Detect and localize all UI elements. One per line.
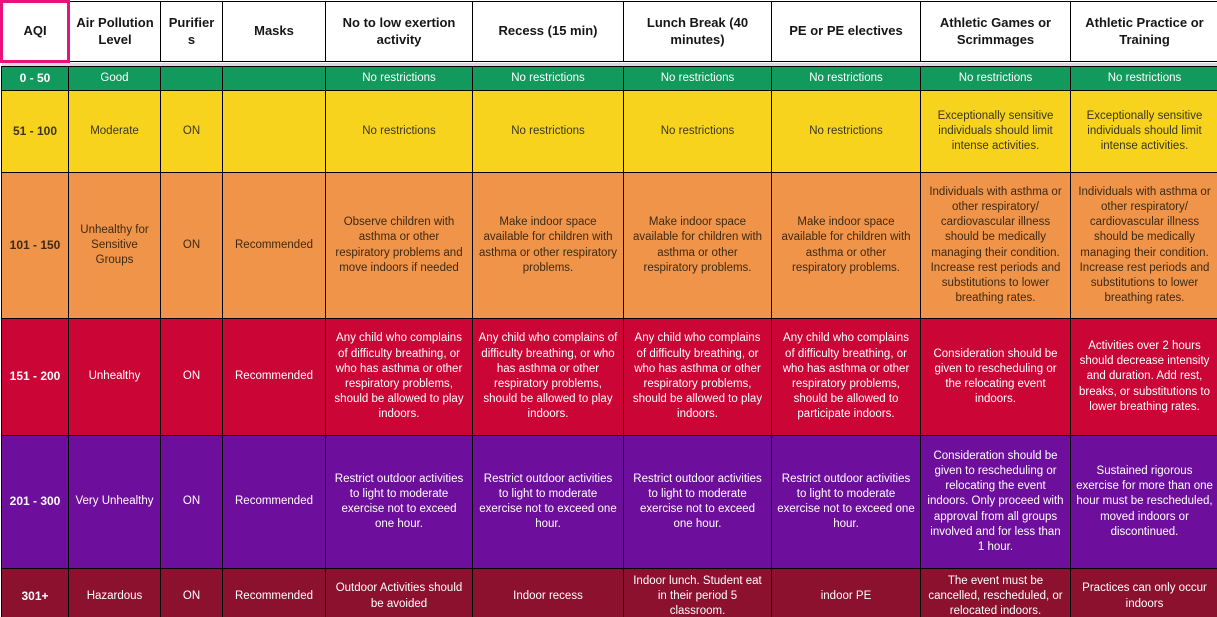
cell-unhealthy-air-pollution-level[interactable]: Unhealthy xyxy=(68,318,161,436)
column-header-athletic-games[interactable]: Athletic Games or Scrimmages xyxy=(920,1,1071,62)
cell-very-unhealthy-recess[interactable]: Restrict outdoor activities to light to … xyxy=(472,435,624,569)
cell-good-athletic-practice[interactable]: No restrictions xyxy=(1070,66,1217,91)
cell-moderate-pe[interactable]: No restrictions xyxy=(771,90,921,173)
column-header-athletic-practice[interactable]: Athletic Practice or Training xyxy=(1070,1,1217,62)
cell-moderate-masks[interactable] xyxy=(222,90,326,173)
cell-unhealthy-sensitive-groups-masks[interactable]: Recommended xyxy=(222,172,326,319)
cell-unhealthy-aqi[interactable]: 151 - 200 xyxy=(1,318,69,436)
cell-moderate-lunch-break[interactable]: No restrictions xyxy=(623,90,772,173)
column-header-pe[interactable]: PE or PE electives xyxy=(771,1,921,62)
cell-hazardous-recess[interactable]: Indoor recess xyxy=(472,568,624,617)
cell-moderate-athletic-practice[interactable]: Exceptionally sensitive individuals shou… xyxy=(1070,90,1217,173)
cell-good-purifiers[interactable] xyxy=(160,66,223,91)
aqi-row-unhealthy: 151 - 200 Unhealthy ON Recommended Any child… xyxy=(1,318,1217,436)
cell-moderate-air-pollution-level[interactable]: Moderate xyxy=(68,90,161,173)
cell-very-unhealthy-athletic-games[interactable]: Consideration should be given to resched… xyxy=(920,435,1071,569)
cell-hazardous-athletic-games[interactable]: The event must be cancelled, rescheduled… xyxy=(920,568,1071,617)
cell-unhealthy-sensitive-groups-athletic-practice[interactable]: Individuals with asthma or other respira… xyxy=(1070,172,1217,319)
cell-moderate-no-low-exertion[interactable]: No restrictions xyxy=(325,90,473,173)
cell-unhealthy-athletic-games[interactable]: Consideration should be given to resched… xyxy=(920,318,1071,436)
aqi-row-good: 0 - 50 Good No restrictions No restrictions… xyxy=(1,66,1217,91)
cell-unhealthy-lunch-break[interactable]: Any child who complains of difficulty br… xyxy=(623,318,772,436)
cell-good-air-pollution-level[interactable]: Good xyxy=(68,66,161,91)
header-gap-cell xyxy=(1,61,1217,67)
cell-good-lunch-break[interactable]: No restrictions xyxy=(623,66,772,91)
cell-unhealthy-sensitive-groups-aqi[interactable]: 101 - 150 xyxy=(1,172,69,319)
column-header-air-pollution-level[interactable]: Air Pollution Level xyxy=(68,1,161,62)
cell-unhealthy-sensitive-groups-air-pollution-level[interactable]: Unhealthy for Sensitive Groups xyxy=(68,172,161,319)
cell-very-unhealthy-athletic-practice[interactable]: Sustained rigorous exercise for more tha… xyxy=(1070,435,1217,569)
cell-hazardous-aqi[interactable]: 301+ xyxy=(1,568,69,617)
cell-unhealthy-sensitive-groups-purifiers[interactable]: ON xyxy=(160,172,223,319)
column-header-masks[interactable]: Masks xyxy=(222,1,326,62)
cell-hazardous-pe[interactable]: indoor PE xyxy=(771,568,921,617)
header-row: AQI Air Pollution Level Purifiers Masks No t… xyxy=(0,0,1217,63)
cell-very-unhealthy-no-low-exertion[interactable]: Restrict outdoor activities to light to … xyxy=(325,435,473,569)
cell-very-unhealthy-lunch-break[interactable]: Restrict outdoor activities to light to … xyxy=(623,435,772,569)
cell-hazardous-purifiers[interactable]: ON xyxy=(160,568,223,617)
header-gap-strip xyxy=(1,61,1217,67)
cell-moderate-aqi[interactable]: 51 - 100 xyxy=(1,90,69,173)
cell-good-recess[interactable]: No restrictions xyxy=(472,66,624,91)
cell-unhealthy-purifiers[interactable]: ON xyxy=(160,318,223,436)
column-header-recess[interactable]: Recess (15 min) xyxy=(472,1,624,62)
cell-good-masks[interactable] xyxy=(222,66,326,91)
cell-moderate-purifiers[interactable]: ON xyxy=(160,90,223,173)
cell-unhealthy-masks[interactable]: Recommended xyxy=(222,318,326,436)
cell-very-unhealthy-masks[interactable]: Recommended xyxy=(222,435,326,569)
cell-hazardous-athletic-practice[interactable]: Practices can only occur indoors xyxy=(1070,568,1217,617)
cell-unhealthy-sensitive-groups-pe[interactable]: Make indoor space available for children… xyxy=(771,172,921,319)
cell-unhealthy-recess[interactable]: Any child who complains of difficulty br… xyxy=(472,318,624,436)
column-header-purifiers[interactable]: Purifiers xyxy=(160,1,223,62)
cell-unhealthy-pe[interactable]: Any child who complains of difficulty br… xyxy=(771,318,921,436)
cell-unhealthy-sensitive-groups-no-low-exertion[interactable]: Observe children with asthma or other re… xyxy=(325,172,473,319)
aqi-row-very-unhealthy: 201 - 300 Very Unhealthy ON Recommended Rest… xyxy=(1,435,1217,569)
cell-hazardous-masks[interactable]: Recommended xyxy=(222,568,326,617)
cell-moderate-recess[interactable]: No restrictions xyxy=(472,90,624,173)
cell-good-athletic-games[interactable]: No restrictions xyxy=(920,66,1071,91)
column-header-no-low-exertion[interactable]: No to low exertion activity xyxy=(325,1,473,62)
aqi-row-moderate: 51 - 100 Moderate ON No restrictions No rest… xyxy=(1,90,1217,173)
cell-hazardous-lunch-break[interactable]: Indoor lunch. Student eat in their perio… xyxy=(623,568,772,617)
cell-unhealthy-sensitive-groups-athletic-games[interactable]: Individuals with asthma or other respira… xyxy=(920,172,1071,319)
cell-good-no-low-exertion[interactable]: No restrictions xyxy=(325,66,473,91)
cell-unhealthy-sensitive-groups-lunch-break[interactable]: Make indoor space available for children… xyxy=(623,172,772,319)
cell-very-unhealthy-aqi[interactable]: 201 - 300 xyxy=(1,435,69,569)
aqi-row-hazardous: 301+ Hazardous ON Recommended Outdoor Activi… xyxy=(1,568,1217,617)
cell-good-aqi[interactable]: 0 - 50 xyxy=(1,66,69,91)
aqi-row-unhealthy-sensitive-groups: 101 - 150 Unhealthy for Sensitive Groups O… xyxy=(1,172,1217,319)
cell-unhealthy-sensitive-groups-recess[interactable]: Make indoor space available for children… xyxy=(472,172,624,319)
cell-unhealthy-athletic-practice[interactable]: Activities over 2 hours should decrease … xyxy=(1070,318,1217,436)
cell-very-unhealthy-purifiers[interactable]: ON xyxy=(160,435,223,569)
cell-very-unhealthy-pe[interactable]: Restrict outdoor activities to light to … xyxy=(771,435,921,569)
cell-good-pe[interactable]: No restrictions xyxy=(771,66,921,91)
cell-unhealthy-no-low-exertion[interactable]: Any child who complains of difficulty br… xyxy=(325,318,473,436)
table-body: 0 - 50 Good No restrictions No restrictions… xyxy=(1,66,1217,617)
column-header-aqi[interactable]: AQI xyxy=(0,0,70,63)
cell-moderate-athletic-games[interactable]: Exceptionally sensitive individuals shou… xyxy=(920,90,1071,173)
cell-hazardous-air-pollution-level[interactable]: Hazardous xyxy=(68,568,161,617)
cell-hazardous-no-low-exertion[interactable]: Outdoor Activities should be avoided xyxy=(325,568,473,617)
cell-very-unhealthy-air-pollution-level[interactable]: Very Unhealthy xyxy=(68,435,161,569)
column-header-lunch-break[interactable]: Lunch Break (40 minutes) xyxy=(623,1,772,62)
